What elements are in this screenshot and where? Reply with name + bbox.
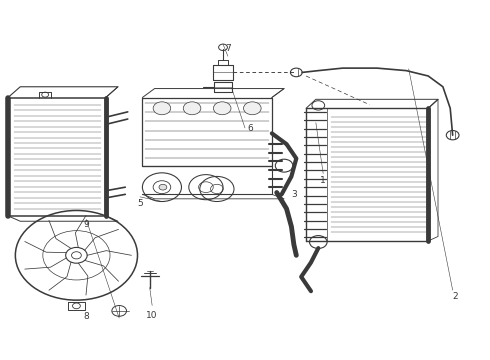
Text: 5: 5 [137, 199, 143, 208]
Circle shape [159, 184, 167, 190]
Text: 3: 3 [291, 190, 297, 199]
Text: 7: 7 [225, 44, 231, 53]
Text: 10: 10 [147, 311, 158, 320]
Circle shape [244, 102, 261, 115]
Text: 1: 1 [320, 176, 326, 185]
Circle shape [214, 102, 231, 115]
Text: 2: 2 [452, 292, 458, 301]
Circle shape [153, 102, 171, 115]
Circle shape [66, 247, 87, 263]
Text: 8: 8 [83, 312, 89, 321]
Text: 6: 6 [247, 123, 253, 132]
Text: 9: 9 [83, 220, 89, 229]
Circle shape [183, 102, 201, 115]
